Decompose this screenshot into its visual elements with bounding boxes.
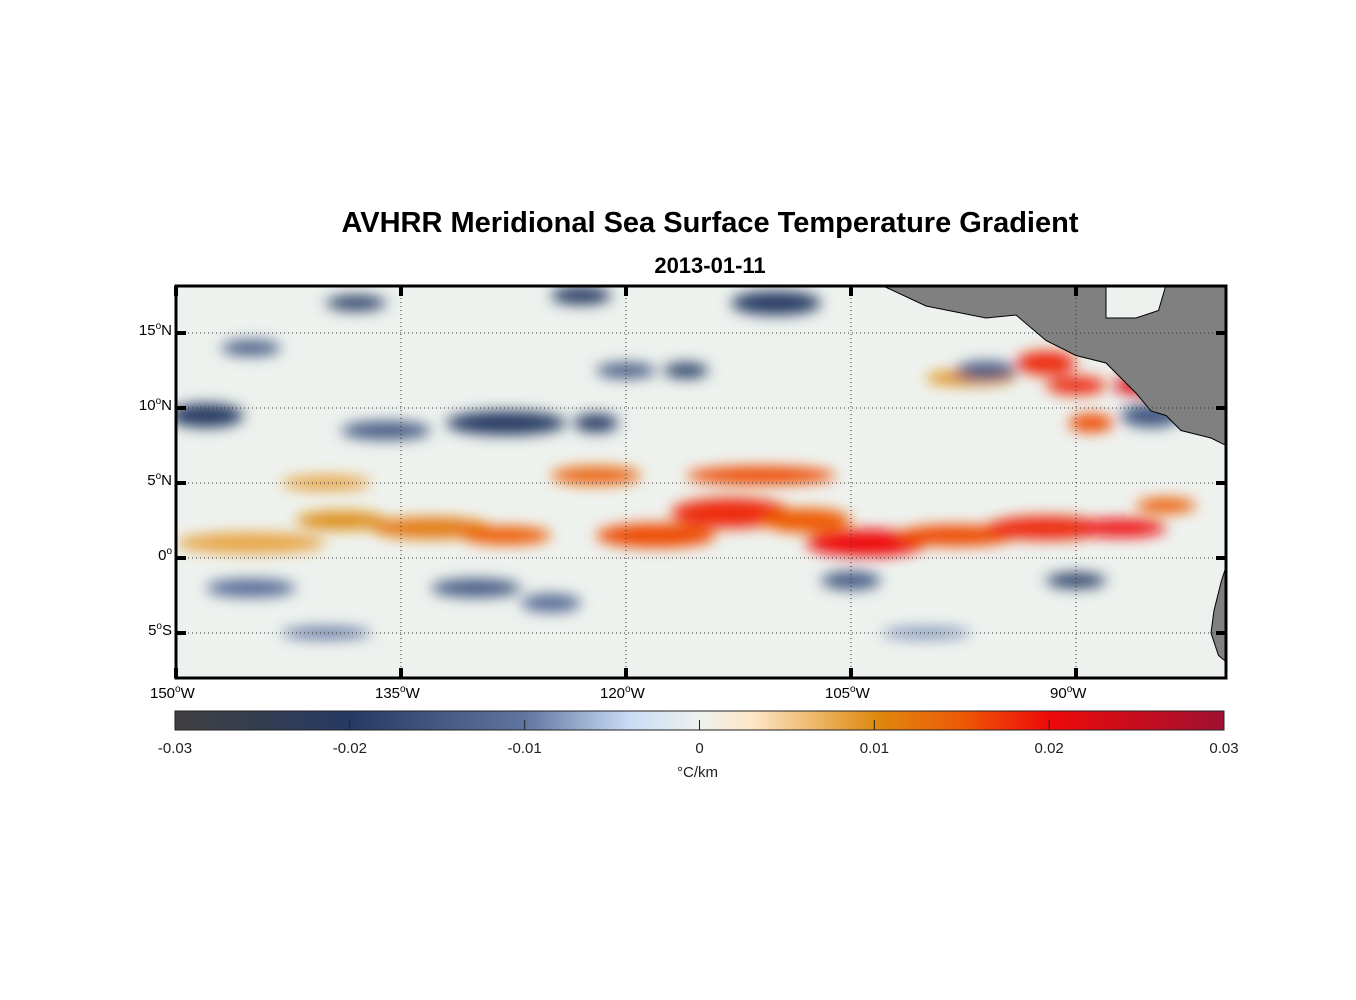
degree-symbol: o	[850, 684, 856, 695]
y-tick-value: 0	[158, 547, 167, 564]
positive-gradient-feature	[1076, 519, 1166, 537]
x-tick-value: 135	[375, 685, 401, 702]
negative-gradient-feature	[1046, 573, 1106, 588]
figure-subtitle: 2013-01-11	[654, 253, 766, 278]
positive-gradient-feature	[281, 475, 371, 491]
negative-gradient-feature	[341, 421, 431, 440]
y-tick-value: 5	[148, 622, 157, 639]
y-tick-value: 10	[138, 397, 156, 414]
x-tick-value: 105	[825, 685, 851, 702]
x-tick-hemisphere: W	[630, 685, 645, 702]
positive-gradient-feature	[176, 532, 326, 554]
axis-ticks	[174, 286, 1226, 678]
gradient-field	[176, 286, 1196, 639]
colorbar-label: °C/km	[677, 764, 718, 781]
x-tick-label: 135oW	[375, 684, 420, 702]
y-tick-hemisphere: N	[161, 397, 172, 414]
y-tick-label: 0o	[158, 546, 172, 564]
colorbar-tick-label: -0.02	[332, 740, 367, 757]
positive-gradient-feature	[296, 511, 386, 530]
negative-gradient-feature	[956, 361, 1016, 380]
colorbar-tick-label: -0.03	[157, 740, 193, 757]
degree-symbol: o	[400, 684, 406, 695]
colorbar-tick-label: 0	[695, 740, 704, 757]
x-tick-hemisphere: W	[405, 685, 420, 702]
positive-gradient-feature	[461, 526, 551, 545]
x-tick-label: 90oW	[1050, 684, 1086, 702]
x-tick-label: 120oW	[600, 684, 645, 702]
positive-gradient-feature	[761, 508, 851, 533]
x-tick-value: 150	[150, 685, 176, 702]
land-polygon	[881, 286, 1226, 447]
negative-gradient-feature	[881, 627, 971, 639]
positive-gradient-feature	[686, 466, 836, 485]
y-tick-value: 5	[147, 472, 156, 489]
negative-gradient-feature	[663, 363, 709, 378]
negative-gradient-feature	[551, 286, 611, 305]
y-tick-value: 15	[138, 322, 156, 339]
positive-gradient-feature	[896, 525, 1016, 546]
degree-symbol: o	[625, 684, 631, 695]
y-tick-label: 10oN	[139, 396, 172, 414]
land-polygon	[1210, 565, 1226, 663]
x-tick-value: 90	[1050, 685, 1067, 702]
y-tick-label: 5oS	[148, 621, 172, 639]
degree-symbol: o	[155, 471, 162, 482]
negative-gradient-feature	[281, 627, 371, 639]
grid-lines	[176, 286, 1226, 678]
negative-gradient-feature	[176, 403, 244, 428]
degree-symbol: o	[155, 321, 162, 332]
y-tick-hemisphere: S	[161, 622, 172, 639]
negative-gradient-feature	[573, 414, 619, 432]
negative-gradient-feature	[521, 594, 581, 612]
negative-gradient-feature	[821, 571, 881, 590]
x-tick-label: 105oW	[825, 684, 870, 702]
degree-symbol: o	[156, 621, 162, 632]
positive-gradient-feature	[1136, 498, 1196, 513]
colorbar-tick-label: 0.03	[1209, 740, 1239, 757]
degree-symbol: o	[175, 684, 181, 695]
y-tick-label: 15oN	[139, 321, 172, 339]
colorbar-tick-label: 0.02	[1034, 740, 1064, 757]
degree-symbol: o	[166, 546, 172, 557]
x-tick-hemisphere: W	[180, 685, 195, 702]
positive-gradient-feature	[551, 466, 641, 485]
negative-gradient-feature	[431, 579, 521, 597]
colorbar-ticks	[349, 720, 1050, 730]
y-tick-label: 5oN	[147, 471, 172, 489]
positive-gradient-feature	[596, 523, 716, 548]
x-tick-value: 120	[600, 685, 626, 702]
x-tick-hemisphere: W	[1072, 685, 1087, 702]
x-tick-hemisphere: W	[855, 685, 870, 702]
y-tick-hemisphere: N	[161, 322, 172, 339]
figure-title: AVHRR Meridional Sea Surface Temperature…	[341, 207, 1079, 239]
positive-gradient-feature	[806, 529, 926, 557]
negative-gradient-feature	[326, 295, 386, 311]
negative-gradient-feature	[206, 579, 296, 597]
positive-gradient-feature	[1016, 351, 1076, 375]
negative-gradient-feature	[731, 291, 821, 315]
positive-gradient-feature	[1068, 414, 1114, 432]
negative-gradient-feature	[446, 411, 566, 435]
land-masses	[881, 286, 1226, 663]
y-tick-hemisphere: N	[161, 472, 172, 489]
x-tick-label: 150oW	[150, 684, 195, 702]
positive-gradient-feature	[1046, 376, 1106, 395]
degree-symbol: o	[155, 396, 162, 407]
colorbar-tick-label: -0.01	[507, 740, 542, 757]
negative-gradient-feature	[221, 340, 281, 356]
degree-symbol: o	[1066, 684, 1073, 695]
colorbar-tick-label: 0.01	[859, 740, 889, 757]
